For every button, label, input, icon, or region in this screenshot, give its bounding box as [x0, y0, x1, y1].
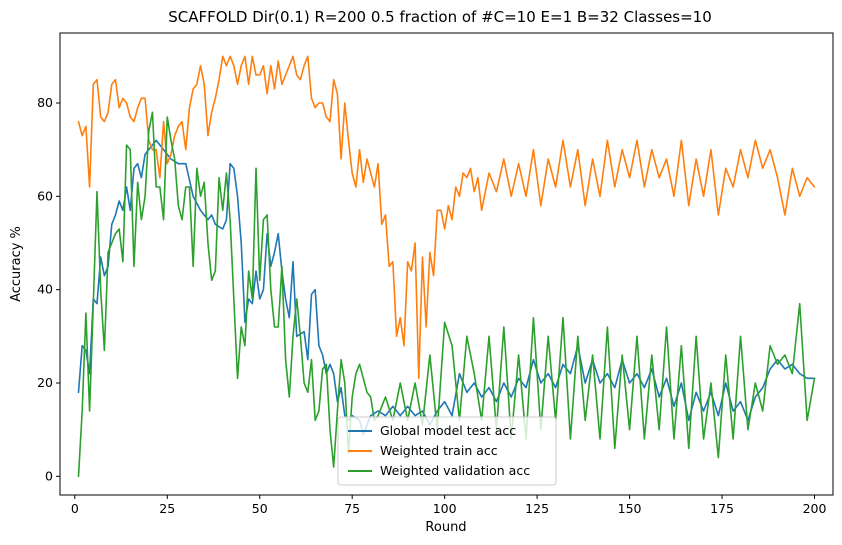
series-layer	[77, 55, 816, 478]
y-tick-label: 40	[37, 282, 53, 297]
series-line-global-test-acc	[77, 139, 816, 436]
x-tick-label: 125	[525, 501, 549, 516]
legend-label-validation: Weighted validation acc	[380, 463, 530, 478]
y-tick-label: 80	[37, 95, 53, 110]
plot-area-frame	[59, 32, 834, 496]
legend-frame	[337, 416, 557, 486]
x-tick-label: 0	[71, 501, 79, 516]
x-tick-label: 175	[710, 501, 734, 516]
x-tick-label: 25	[159, 501, 175, 516]
y-tick-label: 60	[37, 188, 53, 203]
y-tick-label: 20	[37, 375, 53, 390]
chart-title: SCAFFOLD Dir(0.1) R=200 0.5 fraction of …	[168, 8, 712, 26]
series-line-weighted-validation-acc	[77, 111, 816, 478]
y-axis: 0 20 40 60 80	[37, 95, 60, 483]
x-tick-label: 75	[344, 501, 360, 516]
x-axis: 0 25 50 75 100 125 150 175 200	[71, 495, 827, 516]
y-tick-label: 0	[45, 468, 53, 483]
y-axis-label: Accuracy %	[9, 226, 24, 302]
x-tick-label: 100	[433, 501, 457, 516]
x-axis-label: Round	[425, 520, 466, 535]
x-tick-label: 150	[618, 501, 642, 516]
legend: Global model test acc Weighted train acc…	[337, 416, 557, 486]
x-tick-label: 200	[803, 501, 827, 516]
legend-label-test: Global model test acc	[380, 423, 516, 438]
series-line-weighted-train-acc	[77, 55, 816, 380]
x-tick-label: 50	[252, 501, 268, 516]
legend-label-train: Weighted train acc	[380, 443, 498, 458]
